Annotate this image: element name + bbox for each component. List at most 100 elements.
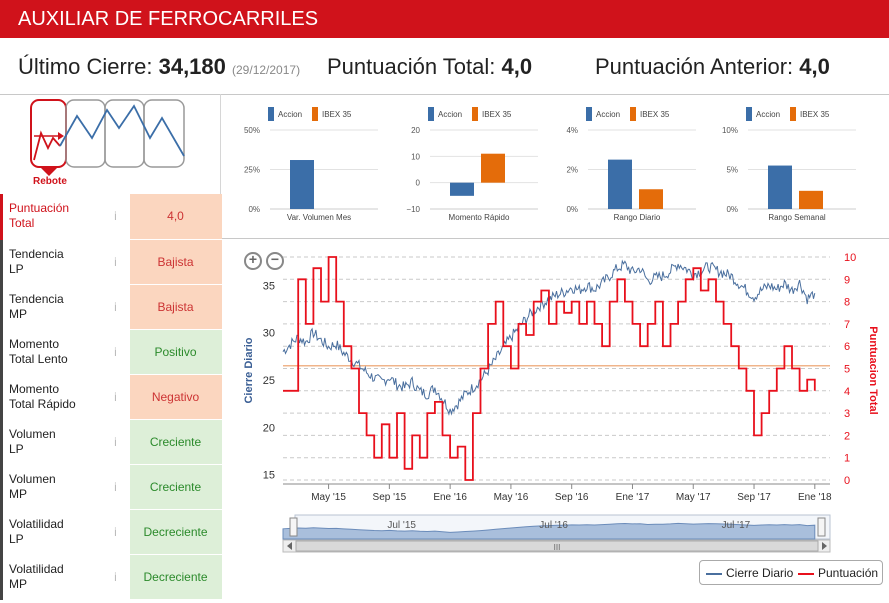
indicator-label: Volumen LP bbox=[0, 419, 102, 465]
indicator-row: Volatilidad LP i Decreciente bbox=[0, 509, 222, 555]
series-puntuacion bbox=[283, 256, 816, 481]
y-tick-label: 0 bbox=[416, 179, 421, 188]
y-right-tick-label: 2 bbox=[844, 430, 850, 442]
y-tick-label: 10% bbox=[722, 126, 738, 135]
scroll-right-icon bbox=[822, 542, 827, 550]
y-right-tick-label: 1 bbox=[844, 453, 850, 465]
main-chart[interactable]: 0 1 2 3 4 5 6 7 8 9 10 15 20 25 30 35 May '15 Sep '15 Ene … bbox=[230, 242, 889, 558]
bar-accion bbox=[450, 182, 474, 196]
navigator-label: Jul '16 bbox=[539, 520, 568, 531]
x-tick-label: May '17 bbox=[676, 492, 711, 503]
legend-label-accion: Accion bbox=[756, 110, 780, 119]
previous-score-value: 4,0 bbox=[799, 54, 830, 79]
chart-legend: Cierre Diario Puntuación bbox=[699, 560, 883, 585]
total-score: Puntuación Total: 4,0 bbox=[327, 54, 532, 80]
indicator-label-line1: Volatilidad bbox=[9, 516, 64, 531]
legend-item-price[interactable]: Cierre Diario bbox=[726, 566, 794, 580]
indicator-value: Negativo bbox=[129, 374, 222, 420]
navigator-label: Jul '17 bbox=[722, 520, 751, 531]
mini-chart-momento-rapido: Accion IBEX 35 20 10 0 −10 Momento Rápido bbox=[406, 107, 538, 222]
indicator-value: Bajista bbox=[129, 239, 222, 285]
indicator-value: Decreciente bbox=[129, 509, 222, 555]
info-icon[interactable]: i bbox=[101, 284, 130, 330]
info-icon[interactable]: i bbox=[101, 464, 130, 510]
info-icon[interactable]: i bbox=[101, 554, 130, 600]
y-left-tick-label: 15 bbox=[263, 470, 275, 482]
info-icon[interactable]: i bbox=[101, 194, 130, 240]
indicator-label-line1: Momento bbox=[9, 381, 60, 396]
navigator-handle-right bbox=[817, 517, 826, 537]
indicator-label-line1: Volumen bbox=[9, 471, 56, 486]
legend-swatch-accion bbox=[746, 107, 752, 121]
total-score-value: 4,0 bbox=[501, 54, 533, 79]
indicator-label-line2: Total Rápido bbox=[9, 396, 76, 411]
indicator-row: Momento Total Lento i Positivo bbox=[0, 329, 222, 375]
y-left-tick-label: 25 bbox=[263, 375, 275, 387]
mini-chart-title: Var. Volumen Mes bbox=[287, 213, 351, 222]
mini-chart-title: Momento Rápido bbox=[449, 213, 510, 222]
legend-label-ibex: IBEX 35 bbox=[322, 110, 352, 119]
previous-score: Puntuación Anterior: 4,0 bbox=[595, 54, 830, 80]
y-tick-label: 10 bbox=[411, 152, 420, 161]
indicator-row: Tendencia MP i Bajista bbox=[0, 284, 222, 330]
last-close-value: 34,180 bbox=[158, 54, 226, 79]
legend-label-accion: Accion bbox=[438, 110, 462, 119]
indicator-row: Volatilidad MP i Decreciente bbox=[0, 554, 222, 600]
indicator-value: 4,0 bbox=[129, 194, 222, 240]
info-icon[interactable]: i bbox=[101, 509, 130, 555]
mini-chart-title: Rango Diario bbox=[614, 213, 661, 222]
indicator-label-line2: LP bbox=[9, 441, 24, 456]
indicator-label-line1: Tendencia bbox=[9, 246, 64, 261]
rebound-pattern-icon bbox=[30, 99, 185, 176]
zoom-in-icon: + bbox=[248, 251, 258, 267]
indicator-row: Volumen LP i Creciente bbox=[0, 419, 222, 465]
bar-ibex bbox=[481, 153, 505, 183]
indicator-label: Volatilidad MP bbox=[0, 554, 102, 600]
info-icon[interactable]: i bbox=[101, 329, 130, 375]
y-tick-label: 5% bbox=[726, 166, 738, 175]
info-icon[interactable]: i bbox=[101, 419, 130, 465]
indicator-label-line2: Total Lento bbox=[9, 351, 68, 366]
navigator-series bbox=[282, 522, 816, 540]
navigator-handle-left bbox=[289, 517, 298, 537]
x-tick-label: Ene '18 bbox=[798, 492, 832, 503]
indicator-label-line1: Volumen bbox=[9, 426, 56, 441]
indicator-row: Volumen MP i Creciente bbox=[0, 464, 222, 510]
indicator-label: Volatilidad LP bbox=[0, 509, 102, 555]
y-left-axis-title: Cierre Diario bbox=[243, 337, 255, 403]
legend-swatch-score bbox=[798, 573, 814, 575]
bar-accion bbox=[290, 160, 314, 209]
y-tick-label: 0% bbox=[566, 205, 578, 214]
x-tick-label: May '16 bbox=[494, 492, 529, 503]
legend-item-score[interactable]: Puntuación bbox=[818, 566, 879, 580]
info-icon[interactable]: i bbox=[101, 374, 130, 420]
indicator-value: Creciente bbox=[129, 464, 222, 510]
indicator-label-line2: Total bbox=[9, 216, 35, 231]
legend-label-ibex: IBEX 35 bbox=[640, 110, 670, 119]
y-right-axis-title: Puntuacion Total bbox=[867, 326, 879, 414]
y-tick-label: 50% bbox=[244, 126, 260, 135]
info-icon[interactable]: i bbox=[101, 239, 130, 285]
legend-swatch-accion bbox=[268, 107, 274, 121]
legend-swatch-accion bbox=[428, 107, 434, 121]
indicator-value: Bajista bbox=[129, 284, 222, 330]
y-tick-label: 4% bbox=[566, 126, 578, 135]
bar-ibex bbox=[799, 190, 823, 209]
y-tick-label: 25% bbox=[244, 166, 260, 175]
indicator-row: Momento Total Rápido i Negativo bbox=[0, 374, 222, 420]
legend-swatch-ibex bbox=[790, 107, 796, 121]
zoom-out-button[interactable]: − bbox=[266, 251, 284, 270]
zoom-in-button[interactable]: + bbox=[244, 251, 262, 270]
x-tick-label: Sep '17 bbox=[737, 492, 771, 503]
indicator-label-line2: LP bbox=[9, 531, 24, 546]
indicator-label-line2: MP bbox=[9, 576, 27, 591]
y-right-tick-label: 5 bbox=[844, 364, 850, 376]
mini-chart-rango-diario: Accion IBEX 35 4% 2% 0% Rango Diario bbox=[566, 107, 696, 222]
y-left-tick-label: 20 bbox=[263, 422, 275, 434]
last-close: Último Cierre: 34,180 (29/12/2017) bbox=[18, 54, 300, 80]
indicators-table: Puntuación Total i 4,0 Tendencia LP i Bajista Te… bbox=[0, 194, 222, 600]
app-title: AUXILIAR DE FERROCARRILES bbox=[18, 8, 319, 30]
legend-label-ibex: IBEX 35 bbox=[800, 110, 830, 119]
divider bbox=[220, 238, 889, 239]
legend-swatch-ibex bbox=[630, 107, 636, 121]
